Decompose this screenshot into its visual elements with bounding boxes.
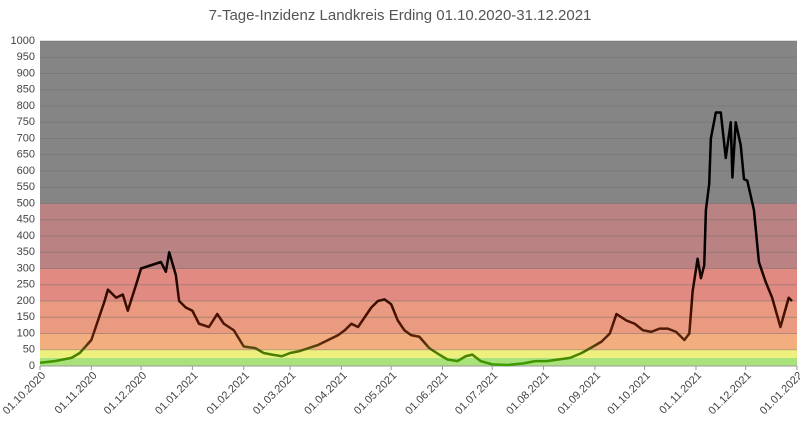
y-tick-label: 50 [23, 344, 35, 356]
y-tick-label: 150 [17, 311, 35, 323]
y-tick-label: 950 [17, 51, 35, 63]
x-tick-label: 01.03.2021 [251, 370, 298, 417]
band [40, 333, 797, 350]
y-tick-label: 400 [17, 230, 35, 242]
y-tick-label: 0 [29, 360, 35, 372]
band [40, 268, 797, 301]
band [40, 203, 797, 269]
x-tick-label: 01.12.2021 [706, 370, 753, 417]
y-tick-label: 800 [17, 100, 35, 112]
y-tick-label: 250 [17, 279, 35, 291]
y-tick-label: 100 [17, 327, 35, 339]
x-tick-label: 01.07.2021 [453, 370, 500, 417]
y-tick-label: 450 [17, 214, 35, 226]
x-tick-label: 01.11.2020 [53, 370, 100, 417]
y-tick-label: 200 [17, 295, 35, 307]
data-line [39, 111, 793, 367]
band [40, 301, 797, 334]
x-tick-label: 01.10.2020 [1, 370, 48, 417]
y-tick-label: 600 [17, 165, 35, 177]
x-tick-label: 01.01.2022 [758, 370, 800, 417]
y-tick-label: 350 [17, 246, 35, 258]
x-tick-label: 01.09.2021 [556, 370, 603, 417]
band [40, 41, 797, 204]
y-tick-label: 500 [17, 197, 35, 209]
y-tick-label: 650 [17, 149, 35, 161]
band [40, 349, 797, 358]
x-tick-label: 01.11.2021 [657, 370, 704, 417]
y-tick-label: 550 [17, 181, 35, 193]
x-tick-label: 01.02.2021 [204, 370, 251, 417]
x-tick-label: 01.08.2021 [504, 370, 551, 417]
x-tick-label: 01.12.2020 [102, 370, 149, 417]
y-tick-label: 850 [17, 84, 35, 96]
y-tick-label: 750 [17, 116, 35, 128]
y-tick-label: 1000 [11, 35, 35, 47]
x-tick-label: 01.10.2021 [605, 370, 652, 417]
y-tick-label: 700 [17, 132, 35, 144]
x-tick-label: 01.04.2021 [302, 370, 349, 417]
y-tick-label: 900 [17, 67, 35, 79]
x-tick-label: 01.06.2021 [403, 370, 450, 417]
x-tick-label: 01.01.2021 [153, 370, 200, 417]
y-tick-label: 300 [17, 262, 35, 274]
band [40, 357, 797, 366]
x-tick-label: 01.05.2021 [352, 370, 399, 417]
chart-title: 7-Tage-Inzidenz Landkreis Erding 01.10.2… [209, 7, 592, 24]
